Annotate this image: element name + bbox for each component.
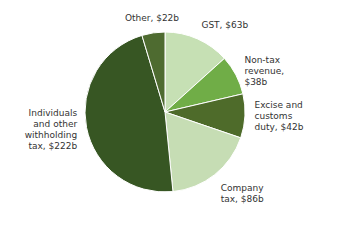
pie-slice — [142, 32, 165, 112]
slice-label: Individualsand otherwithholdingtax, $222… — [25, 108, 78, 151]
slice-label: GST, $63b — [201, 20, 248, 30]
slice-label: Non-taxrevenue,$38b — [244, 55, 284, 87]
slice-label-line: $38b — [244, 77, 267, 87]
slice-label-line: and other — [33, 119, 77, 129]
slice-label-line: revenue, — [244, 66, 284, 76]
slice-label-line: tax, $222b — [28, 141, 77, 151]
slice-label-line: tax, $86b — [221, 194, 264, 204]
slice-label-line: Excise and — [254, 100, 302, 110]
slice-label: Excise andcustomsduty, $42b — [254, 100, 303, 132]
slice-label-line: withholding — [25, 130, 77, 140]
slice-label-line: Other, $22b — [125, 13, 179, 23]
slice-label-line: Individuals — [29, 108, 78, 118]
slice-label: Other, $22b — [125, 13, 179, 23]
slice-label-line: GST, $63b — [201, 20, 248, 30]
pie-slice — [165, 112, 241, 192]
labels: GST, $63b Non-taxrevenue,$38b Excise andcu… — [25, 13, 304, 204]
slice-label: Companytax, $86b — [221, 183, 264, 204]
chart: GST, $63b Non-taxrevenue,$38b Excise andcu… — [0, 0, 355, 225]
slice-label-line: Company — [221, 183, 264, 193]
slice-label-line: Non-tax — [244, 55, 280, 65]
slice-label-line: duty, $42b — [254, 122, 303, 132]
pie — [85, 32, 245, 192]
slice-label-line: customs — [254, 111, 292, 121]
